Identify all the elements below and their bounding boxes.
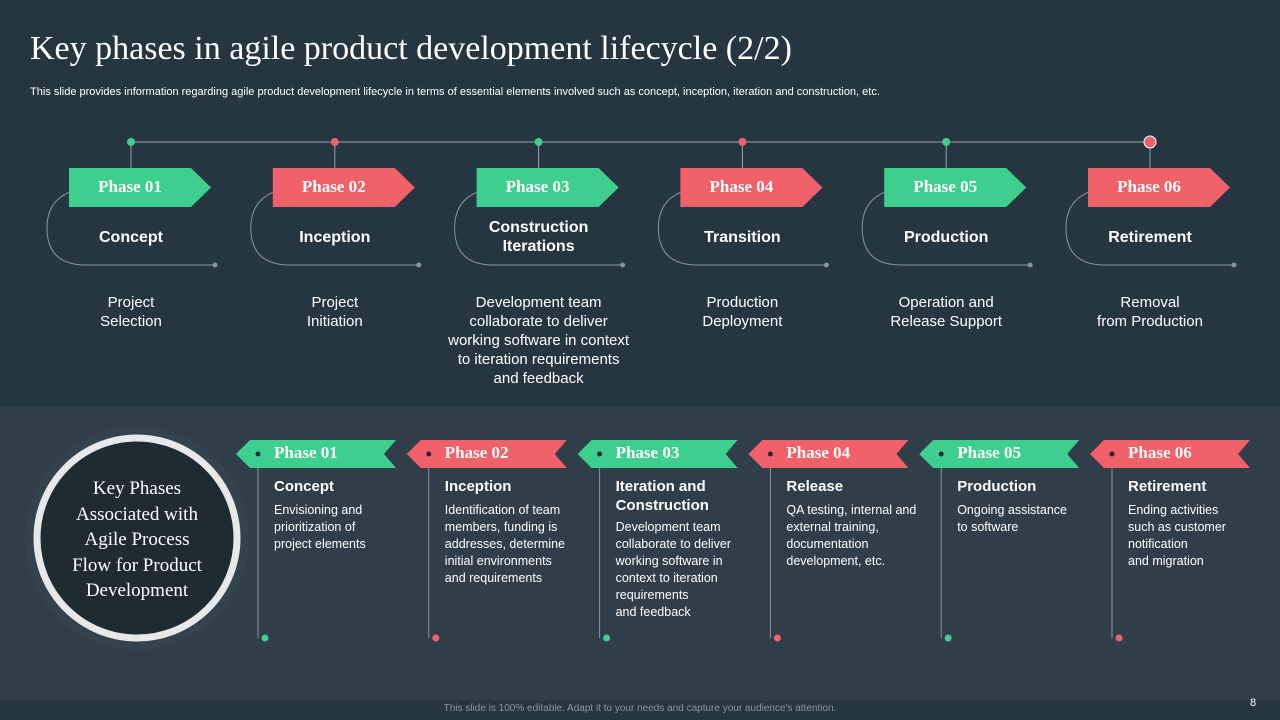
title: Key phases in agile product development … — [30, 30, 792, 67]
ribbon-dot — [426, 451, 432, 457]
phase-name: Production — [957, 478, 1037, 495]
phase-name: Release — [786, 478, 844, 495]
subtitle: This slide provides information regardin… — [30, 86, 880, 98]
circle-text: Key Phases Associated with Agile Process… — [72, 478, 202, 601]
arc — [454, 189, 623, 266]
arc-dot — [416, 262, 422, 268]
ribbon-dot — [767, 451, 773, 457]
phase-label: Phase 06 — [1128, 443, 1192, 462]
arc-dot — [1231, 262, 1237, 268]
phase-name: Construction Iterations — [488, 219, 589, 255]
phase-label: Phase 01 — [274, 443, 338, 462]
arc — [1065, 189, 1234, 266]
arc-dot — [1027, 262, 1033, 268]
ribbon-dot — [938, 451, 944, 457]
arc — [657, 189, 827, 266]
arc-dot — [212, 262, 218, 268]
phase-label: Phase 03 — [615, 443, 680, 462]
phase-name: Transition — [704, 229, 781, 246]
phase-name: Iteration and Construction — [615, 478, 709, 514]
phase-label: Phase 02 — [444, 443, 509, 462]
phase-badge — [1088, 168, 1230, 207]
ribbon-dot — [597, 451, 603, 457]
circle-ring — [33, 434, 241, 642]
phase-description: Project Selection — [100, 294, 162, 330]
phase-name: Concept — [274, 478, 334, 495]
timeline-dot — [738, 138, 747, 146]
footer: This slide is 100% editable. Adapt it to… — [443, 703, 837, 714]
phase-end-dot — [261, 634, 269, 642]
arc — [250, 189, 419, 266]
arc-dot — [823, 262, 829, 268]
phase-label: Phase 06 — [1117, 177, 1181, 196]
phase-description: Identification of team members, funding … — [444, 503, 565, 585]
phase-label: Phase 01 — [98, 177, 162, 196]
ribbon — [406, 440, 567, 468]
timeline-dot — [942, 138, 951, 146]
phase-description: Removal from Production — [1097, 294, 1203, 330]
phase-description: Ending activities such as customer notif… — [1128, 503, 1226, 568]
phase-description: Development team collaborate to deliver … — [448, 294, 630, 387]
phase-badge — [476, 168, 619, 207]
phase-end-dot — [1115, 634, 1123, 642]
phase-badge — [272, 168, 415, 207]
phase-label: Phase 05 — [913, 177, 978, 196]
arc-dot — [620, 262, 626, 268]
phase-label: Phase 04 — [709, 177, 774, 196]
phase-description: Envisioning and prioritization of projec… — [274, 503, 366, 551]
phase-description: Project Initiation — [306, 294, 363, 330]
ribbon — [919, 440, 1080, 468]
phase-description: Operation and Release Support — [890, 294, 1003, 330]
phase-end-dot — [944, 634, 952, 642]
phase-name: Retirement — [1128, 478, 1207, 495]
arc — [861, 189, 1031, 266]
phase-name: Production — [903, 229, 989, 246]
timeline-dot — [127, 138, 135, 146]
ribbon — [748, 440, 909, 468]
phase-name: Retirement — [1108, 229, 1192, 246]
phase-label: Phase 03 — [505, 177, 570, 196]
phase-description: QA testing, internal and external traini… — [786, 503, 917, 568]
phase-badge — [884, 168, 1027, 207]
timeline-dot — [330, 138, 339, 146]
ribbon-dot — [1109, 451, 1115, 457]
phase-end-dot — [603, 634, 611, 642]
phase-end-dot — [432, 634, 440, 642]
phase-description: Development team collaborate to deliver … — [615, 520, 731, 619]
phase-badge — [680, 168, 823, 207]
timeline-dot — [534, 138, 543, 146]
ribbon-dot — [255, 451, 261, 457]
ribbon — [236, 440, 396, 468]
phase-description: Ongoing assistance to software — [957, 503, 1067, 534]
phase-name: Inception — [299, 229, 371, 246]
phase-label: Phase 02 — [301, 177, 366, 196]
phase-description: Production Deployment — [702, 294, 783, 330]
phase-name: Concept — [99, 229, 163, 246]
ribbon — [1090, 440, 1250, 468]
phase-label: Phase 05 — [957, 443, 1021, 462]
arc — [46, 189, 215, 266]
phase-label: Phase 04 — [786, 443, 851, 462]
timeline-dot — [1143, 135, 1157, 149]
phase-badge — [69, 168, 211, 207]
phase-name: Inception — [444, 478, 512, 495]
phase-end-dot — [773, 634, 781, 642]
ribbon — [577, 440, 738, 468]
page-number: 8 — [1250, 697, 1257, 709]
